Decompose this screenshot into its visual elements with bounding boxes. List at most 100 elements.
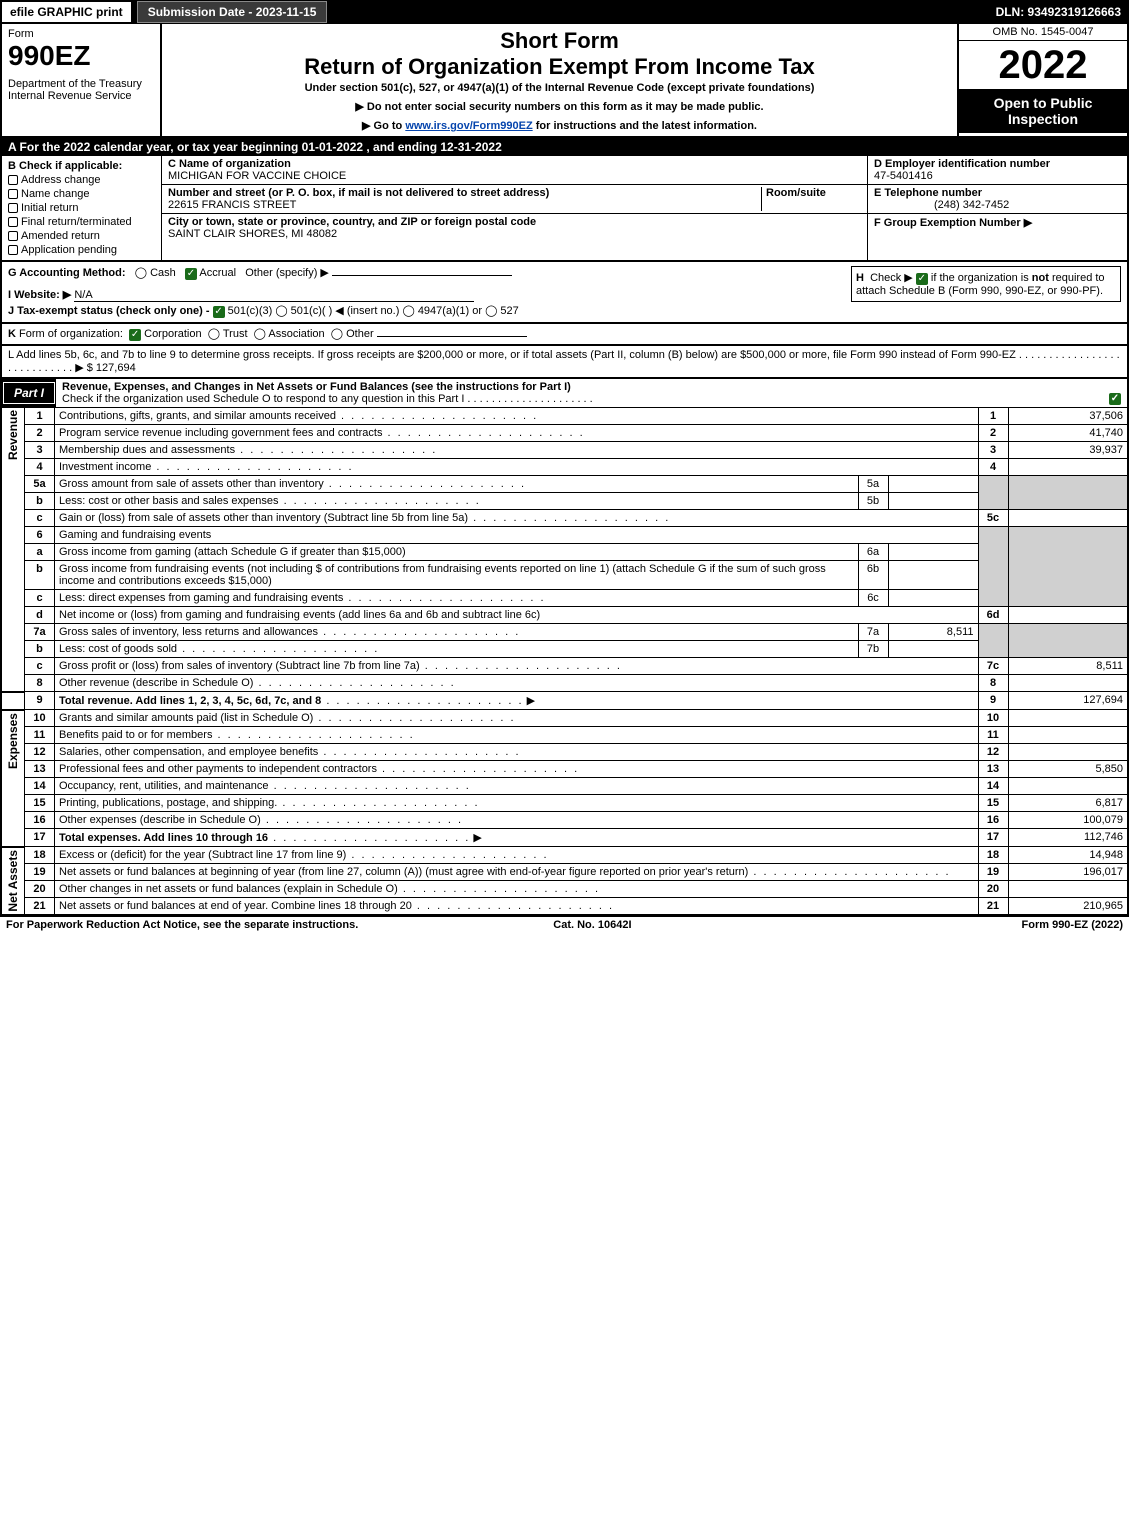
irs-link[interactable]: www.irs.gov/Form990EZ: [405, 120, 532, 132]
line-6b-sub: 6b: [858, 561, 888, 590]
line-7b-subamt: [888, 641, 978, 658]
g-other[interactable]: Other (specify) ▶: [245, 267, 329, 279]
line-7c-text: Gross profit or (loss) from sales of inv…: [55, 658, 979, 675]
line-1-amt: 37,506: [1008, 408, 1128, 425]
checkbox-initial-return[interactable]: Initial return: [8, 202, 155, 214]
line-5c-text: Gain or (loss) from sale of assets other…: [55, 510, 979, 527]
i-label: I Website: ▶: [8, 289, 71, 301]
line-3-num: 3: [25, 442, 55, 459]
line-10-amt: [1008, 710, 1128, 727]
line-6b-subamt: [888, 561, 978, 590]
efile-button[interactable]: efile GRAPHIC print: [0, 0, 133, 24]
footer-mid: Cat. No. 10642I: [553, 919, 631, 931]
k-corporation-checkbox[interactable]: ✓: [129, 329, 141, 341]
line-5c-ref: 5c: [978, 510, 1008, 527]
line-13-text: Professional fees and other payments to …: [55, 761, 979, 778]
line-13-num: 13: [25, 761, 55, 778]
omb-number: OMB No. 1545-0047: [959, 24, 1127, 41]
j-options: 501(c)(3) ◯ 501(c)( ) ◀ (insert no.) ◯ 4…: [228, 305, 519, 317]
line-11-amt: [1008, 727, 1128, 744]
section-bcdef: B Check if applicable: Address change Na…: [0, 156, 1129, 262]
short-form-title: Short Form: [166, 28, 953, 54]
checkbox-address-change[interactable]: Address change: [8, 174, 155, 186]
line-18-ref: 18: [978, 847, 1008, 864]
line-10-num: 10: [25, 710, 55, 727]
line-6c-subamt: [888, 590, 978, 607]
line-6b-text: Gross income from fundraising events (no…: [55, 561, 859, 590]
line-7a-text: Gross sales of inventory, less returns a…: [55, 624, 859, 641]
line-7a-sub: 7a: [858, 624, 888, 641]
form-subtitle: Under section 501(c), 527, or 4947(a)(1)…: [166, 82, 953, 94]
line-20-num: 20: [25, 881, 55, 898]
line-2-num: 2: [25, 425, 55, 442]
line-12-ref: 12: [978, 744, 1008, 761]
line-5a-sub: 5a: [858, 476, 888, 493]
line-14-num: 14: [25, 778, 55, 795]
line-9-amt: 127,694: [1008, 692, 1128, 710]
col-b-header: B Check if applicable:: [8, 160, 155, 172]
g-accrual[interactable]: ✓ Accrual: [185, 267, 236, 279]
part-1-header: Part I Revenue, Expenses, and Changes in…: [0, 379, 1129, 407]
line-5c-amt: [1008, 510, 1128, 527]
line-7c-amt: 8,511: [1008, 658, 1128, 675]
line-6a-subamt: [888, 544, 978, 561]
grey-7ab-amt: [1008, 624, 1128, 658]
ein-label: D Employer identification number: [874, 158, 1050, 170]
line-9-text: Total revenue. Add lines 1, 2, 3, 4, 5c,…: [55, 692, 979, 710]
line-7b-num: b: [25, 641, 55, 658]
line-4-text: Investment income: [55, 459, 979, 476]
section-k: K Form of organization: ✓ Corporation ◯ …: [0, 324, 1129, 346]
line-13-ref: 13: [978, 761, 1008, 778]
website-value: N/A: [74, 289, 92, 301]
line-7b-sub: 7b: [858, 641, 888, 658]
checkbox-application-pending[interactable]: Application pending: [8, 244, 155, 256]
org-name-label: C Name of organization: [168, 158, 291, 170]
room-label: Room/suite: [766, 187, 826, 199]
street-label: Number and street (or P. O. box, if mail…: [168, 187, 549, 199]
line-14-text: Occupancy, rent, utilities, and maintena…: [55, 778, 979, 795]
line-6-text: Gaming and fundraising events: [55, 527, 979, 544]
line-12-amt: [1008, 744, 1128, 761]
checkbox-name-change[interactable]: Name change: [8, 188, 155, 200]
note2-post: for instructions and the latest informat…: [533, 120, 757, 132]
tel-label: E Telephone number: [874, 187, 982, 199]
line-15-num: 15: [25, 795, 55, 812]
line-5b-sub: 5b: [858, 493, 888, 510]
line-1-num: 1: [25, 408, 55, 425]
header-left: Form 990EZ Department of the Treasury In…: [2, 24, 162, 136]
part-1-desc: Revenue, Expenses, and Changes in Net As…: [56, 379, 1127, 407]
line-16-num: 16: [25, 812, 55, 829]
tax-year: 2022: [959, 41, 1127, 89]
line-20-ref: 20: [978, 881, 1008, 898]
footer-right: Form 990-EZ (2022): [1022, 919, 1123, 931]
form-note-2: ▶ Go to www.irs.gov/Form990EZ for instru…: [166, 119, 953, 132]
line-14-amt: [1008, 778, 1128, 795]
h-checkbox[interactable]: ✓: [916, 273, 928, 285]
line-6c-num: c: [25, 590, 55, 607]
g-cash[interactable]: ◯ Cash: [135, 267, 176, 279]
line-21-amt: 210,965: [1008, 898, 1128, 916]
form-note-1: ▶ Do not enter social security numbers o…: [166, 100, 953, 113]
line-6-num: 6: [25, 527, 55, 544]
line-6b-num: b: [25, 561, 55, 590]
line-1-text: Contributions, gifts, grants, and simila…: [55, 408, 979, 425]
line-21-num: 21: [25, 898, 55, 916]
submission-date: Submission Date - 2023-11-15: [137, 1, 328, 23]
note2-pre: ▶ Go to: [362, 120, 405, 132]
line-9-ref: 9: [978, 692, 1008, 710]
part1-check[interactable]: ✓: [1109, 393, 1121, 405]
checkbox-amended-return[interactable]: Amended return: [8, 230, 155, 242]
line-19-num: 19: [25, 864, 55, 881]
line-15-text: Printing, publications, postage, and shi…: [55, 795, 979, 812]
line-2-text: Program service revenue including govern…: [55, 425, 979, 442]
line-5b-subamt: [888, 493, 978, 510]
line-12-num: 12: [25, 744, 55, 761]
line-3-ref: 3: [978, 442, 1008, 459]
j-501c3-checkbox[interactable]: ✓: [213, 306, 225, 318]
line-7a-num: 7a: [25, 624, 55, 641]
line-18-text: Excess or (deficit) for the year (Subtra…: [55, 847, 979, 864]
line-15-amt: 6,817: [1008, 795, 1128, 812]
checkbox-final-return[interactable]: Final return/terminated: [8, 216, 155, 228]
line-16-ref: 16: [978, 812, 1008, 829]
line-20-amt: [1008, 881, 1128, 898]
